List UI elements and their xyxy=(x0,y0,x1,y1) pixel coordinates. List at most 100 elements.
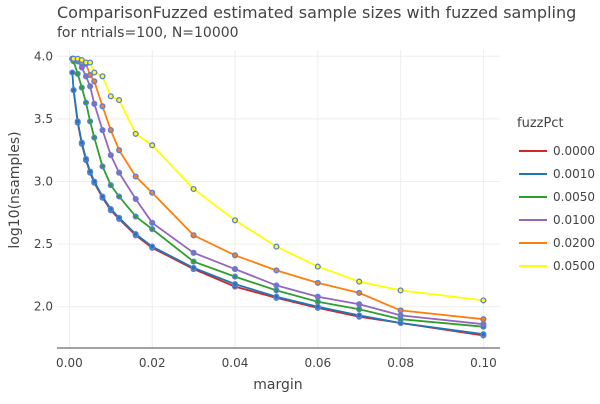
data-point[interactable] xyxy=(116,214,123,221)
data-point[interactable] xyxy=(87,83,94,90)
legend-item[interactable]: 0.0500 xyxy=(519,259,595,273)
x-tick-label: 0.00 xyxy=(56,356,83,370)
data-point[interactable] xyxy=(82,155,90,162)
data-point[interactable] xyxy=(273,267,280,274)
x-axis-ticks: 0.00 0.02 0.04 0.06 0.08 0.10 xyxy=(56,356,497,370)
data-point[interactable] xyxy=(99,193,106,200)
data-point[interactable] xyxy=(116,169,123,176)
data-point[interactable] xyxy=(231,217,239,224)
data-point[interactable] xyxy=(74,118,81,125)
x-tick-label: 0.06 xyxy=(304,356,331,370)
data-point[interactable] xyxy=(99,163,106,170)
data-point[interactable] xyxy=(116,147,123,154)
y-tick-label: 2.0 xyxy=(34,300,53,314)
data-point[interactable] xyxy=(69,69,76,76)
chart-title: ComparisonFuzzed estimated sample sizes … xyxy=(57,3,576,22)
data-point[interactable] xyxy=(87,59,94,66)
data-point[interactable] xyxy=(132,213,139,220)
data-point[interactable] xyxy=(82,99,90,106)
data-point[interactable] xyxy=(78,64,85,71)
data-point[interactable] xyxy=(132,195,139,203)
series-0.0100 xyxy=(69,55,487,328)
data-point[interactable] xyxy=(91,178,98,185)
data-point[interactable] xyxy=(132,231,139,238)
data-point[interactable] xyxy=(91,78,98,85)
legend: fuzzPct 0.00000.00100.00500.01000.02000.… xyxy=(517,116,595,273)
data-point[interactable] xyxy=(149,219,156,226)
data-point[interactable] xyxy=(116,193,123,200)
series-0.0010 xyxy=(69,69,487,338)
data-point[interactable] xyxy=(91,134,98,141)
data-point[interactable] xyxy=(231,273,239,280)
data-point[interactable] xyxy=(74,70,81,77)
data-point[interactable] xyxy=(356,278,363,285)
data-point[interactable] xyxy=(149,189,156,196)
data-point[interactable] xyxy=(231,281,239,288)
y-tick-label: 4.0 xyxy=(34,49,53,63)
data-point[interactable] xyxy=(356,289,363,296)
series-line xyxy=(72,57,484,321)
data-point[interactable] xyxy=(149,243,156,250)
data-point[interactable] xyxy=(78,84,85,91)
data-point[interactable] xyxy=(87,71,94,79)
data-point[interactable] xyxy=(87,168,94,175)
legend-item[interactable]: 0.0000 xyxy=(519,144,595,158)
data-point[interactable] xyxy=(149,142,156,149)
data-point[interactable] xyxy=(273,243,280,250)
data-point[interactable] xyxy=(356,306,363,313)
data-point[interactable] xyxy=(116,97,123,104)
legend-items: 0.0000 0.0010 0.0050 0.0100 0.0200 0.0500 xyxy=(519,144,595,273)
y-axis-title: log10(nsamples) xyxy=(7,131,23,248)
data-point[interactable] xyxy=(107,127,114,134)
data-point[interactable] xyxy=(78,56,85,64)
data-point[interactable] xyxy=(132,173,139,180)
legend-item[interactable]: 0.0050 xyxy=(519,190,595,204)
data-point[interactable] xyxy=(91,100,98,107)
data-point[interactable] xyxy=(107,93,114,100)
series-0.0500 xyxy=(69,55,487,304)
data-point[interactable] xyxy=(70,87,77,94)
legend-label: 0.0200 xyxy=(553,236,595,250)
data-point[interactable] xyxy=(91,69,98,76)
data-point[interactable] xyxy=(107,182,114,189)
legend-item[interactable]: 0.0100 xyxy=(519,213,595,227)
data-point[interactable] xyxy=(314,298,321,305)
data-point[interactable] xyxy=(190,232,197,239)
data-point[interactable] xyxy=(99,127,106,134)
data-point[interactable] xyxy=(480,331,487,338)
data-point[interactable] xyxy=(397,312,404,319)
data-point[interactable] xyxy=(149,226,156,233)
data-point[interactable] xyxy=(231,252,239,259)
y-tick-label: 2.5 xyxy=(34,237,53,251)
data-point[interactable] xyxy=(273,282,280,289)
data-point[interactable] xyxy=(190,249,197,256)
data-point[interactable] xyxy=(397,307,404,314)
data-point[interactable] xyxy=(87,118,94,125)
data-point[interactable] xyxy=(107,205,114,213)
series-lines xyxy=(69,55,487,339)
data-point[interactable] xyxy=(231,266,239,273)
data-point[interactable] xyxy=(99,103,106,110)
data-point[interactable] xyxy=(314,303,321,310)
data-point[interactable] xyxy=(480,321,487,328)
data-point[interactable] xyxy=(273,287,280,294)
legend-item[interactable]: 0.0200 xyxy=(519,236,595,250)
data-point[interactable] xyxy=(314,263,321,270)
data-point[interactable] xyxy=(190,258,197,265)
data-point[interactable] xyxy=(190,264,197,271)
data-point[interactable] xyxy=(314,293,321,300)
data-point[interactable] xyxy=(356,312,363,319)
data-point[interactable] xyxy=(132,130,139,137)
data-point[interactable] xyxy=(480,316,487,323)
data-point[interactable] xyxy=(107,152,114,159)
data-point[interactable] xyxy=(99,73,106,80)
data-point[interactable] xyxy=(190,185,197,193)
data-point[interactable] xyxy=(397,287,404,294)
legend-item[interactable]: 0.0010 xyxy=(519,167,595,181)
data-point[interactable] xyxy=(314,279,321,286)
data-point[interactable] xyxy=(480,297,487,304)
legend-label: 0.0000 xyxy=(553,144,595,158)
data-point[interactable] xyxy=(78,139,85,146)
data-point[interactable] xyxy=(356,301,363,308)
data-point[interactable] xyxy=(273,293,280,300)
